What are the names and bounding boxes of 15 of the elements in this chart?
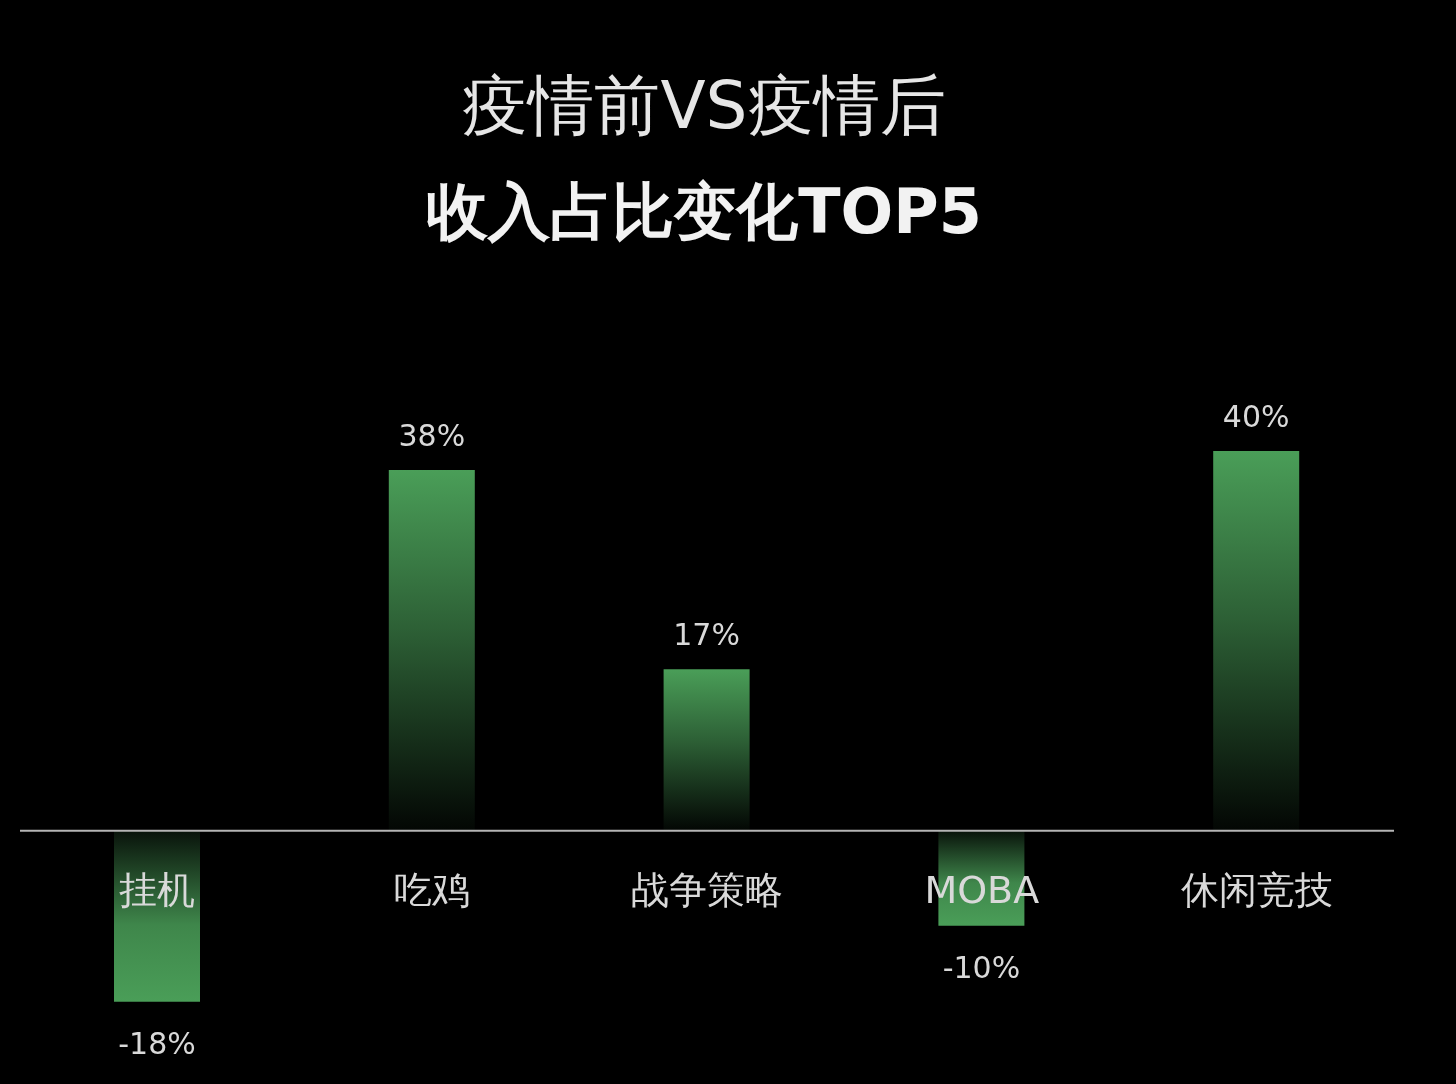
bar bbox=[114, 830, 200, 1002]
data-label: 40% bbox=[1222, 398, 1290, 434]
x-tick-label: 休闲竞技 bbox=[1180, 867, 1333, 912]
data-label: -18% bbox=[118, 1025, 196, 1061]
chart-title: 疫情前VS疫情后 bbox=[461, 67, 947, 144]
bar bbox=[388, 469, 475, 831]
data-label: 38% bbox=[398, 417, 466, 453]
x-tick-label: 挂机 bbox=[119, 867, 196, 912]
x-tick-label: 战争策略 bbox=[631, 867, 783, 912]
data-label: -10% bbox=[942, 949, 1021, 985]
data-label: 17% bbox=[673, 617, 740, 653]
bar bbox=[663, 669, 750, 831]
bar bbox=[1213, 450, 1300, 831]
x-tick-label: 吃鸡 bbox=[394, 867, 471, 912]
chart-subtitle: 收入占比变化TOP5 bbox=[425, 174, 983, 250]
